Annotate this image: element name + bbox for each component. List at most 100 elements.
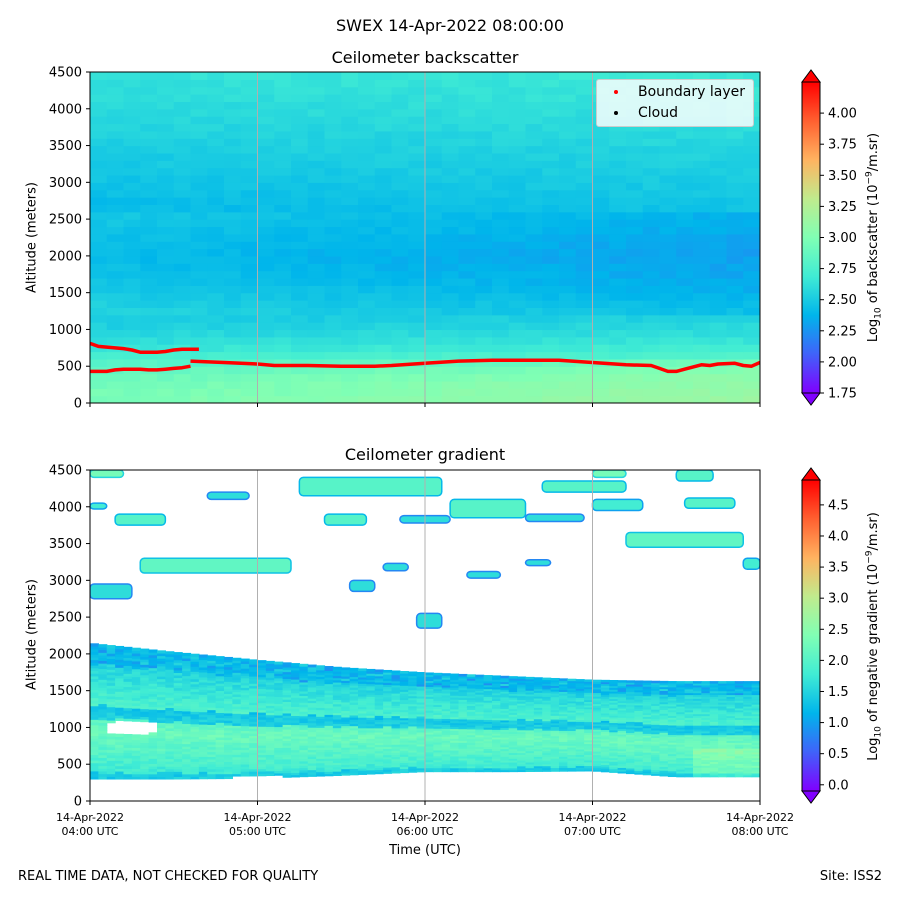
backscatter-cell bbox=[458, 329, 476, 338]
gradient-cell bbox=[131, 739, 141, 743]
gradient-cell bbox=[374, 721, 384, 725]
gradient-cell bbox=[399, 756, 409, 759]
gradient-cell bbox=[349, 693, 359, 697]
backscatter-cell bbox=[441, 145, 460, 154]
gradient-cell bbox=[575, 701, 585, 704]
backscatter-cell bbox=[173, 123, 192, 132]
gradient-cell bbox=[433, 738, 443, 741]
gradient-cell bbox=[441, 679, 451, 682]
gradient-cell bbox=[257, 664, 267, 668]
gradient-cell bbox=[600, 690, 610, 694]
gradient-cell bbox=[458, 752, 468, 755]
backscatter-cell bbox=[207, 189, 225, 198]
gradient-cell bbox=[609, 685, 619, 688]
backscatter-cell bbox=[575, 344, 594, 353]
gradient-cell bbox=[106, 709, 116, 713]
backscatter-cell bbox=[458, 94, 476, 103]
gradient-cell bbox=[617, 728, 627, 731]
gradient-cell bbox=[441, 726, 451, 729]
gradient-cell bbox=[240, 766, 250, 770]
gradient-cell bbox=[592, 754, 602, 758]
gradient-cell bbox=[131, 697, 141, 701]
backscatter-cell bbox=[106, 373, 125, 382]
gradient-cell bbox=[475, 732, 485, 736]
gradient-cell bbox=[533, 758, 543, 761]
backscatter-cell bbox=[609, 322, 627, 331]
backscatter-cell bbox=[140, 395, 158, 403]
gradient-cell bbox=[358, 753, 367, 756]
gradient-cell bbox=[207, 721, 217, 725]
gradient-cell bbox=[215, 692, 225, 696]
backscatter-cell bbox=[106, 152, 125, 161]
backscatter-cell bbox=[324, 226, 342, 235]
gradient-cell bbox=[391, 746, 401, 749]
gradient-cell bbox=[232, 737, 242, 741]
gradient-cell bbox=[492, 675, 501, 678]
backscatter-cell bbox=[341, 101, 359, 110]
gradient-cell bbox=[165, 651, 175, 655]
gradient-cell bbox=[90, 656, 99, 661]
gradient-cell bbox=[600, 769, 610, 773]
gradient-cell bbox=[98, 646, 108, 651]
gradient-cell bbox=[123, 704, 133, 709]
gradient-cell bbox=[517, 703, 527, 706]
backscatter-cell bbox=[374, 145, 393, 154]
gradient-cell bbox=[106, 701, 116, 705]
gradient-cell bbox=[115, 664, 125, 668]
gradient-cell bbox=[550, 759, 560, 763]
backscatter-cell bbox=[458, 204, 476, 213]
backscatter-cell bbox=[173, 101, 192, 110]
gradient-cell bbox=[165, 656, 175, 660]
gradient-cell bbox=[299, 702, 309, 706]
backscatter-cell bbox=[157, 108, 175, 117]
backscatter-cell bbox=[274, 197, 292, 205]
gradient-cell bbox=[609, 757, 619, 760]
backscatter-cell bbox=[525, 79, 543, 88]
gradient-cell bbox=[567, 678, 577, 682]
backscatter-cell bbox=[726, 189, 744, 198]
gradient-cell bbox=[106, 679, 116, 684]
backscatter-cell bbox=[408, 277, 426, 286]
gradient-cell bbox=[249, 752, 259, 756]
gradient-cell bbox=[157, 732, 166, 736]
backscatter-cell bbox=[492, 197, 510, 205]
gradient-cell bbox=[609, 694, 619, 698]
gradient-cell bbox=[592, 701, 602, 705]
backscatter-cell bbox=[458, 197, 476, 205]
gradient-cell bbox=[600, 768, 610, 771]
gradient-cell bbox=[98, 741, 108, 745]
gradient-cell bbox=[215, 658, 225, 662]
backscatter-cell bbox=[441, 174, 460, 183]
gradient-cell bbox=[148, 703, 158, 708]
backscatter-cell bbox=[709, 329, 728, 338]
gradient-cell bbox=[584, 743, 594, 746]
gradient-cell bbox=[416, 717, 426, 721]
gradient-cell bbox=[366, 685, 376, 689]
gradient-cell bbox=[492, 767, 501, 771]
gradient-cell bbox=[324, 674, 334, 678]
backscatter-cell bbox=[726, 380, 744, 389]
gradient-cell bbox=[517, 678, 527, 681]
gradient-cell bbox=[123, 749, 133, 754]
backscatter-cell bbox=[391, 277, 409, 286]
gradient-cell bbox=[609, 689, 619, 692]
gradient-cell bbox=[332, 723, 342, 727]
gradient-cell bbox=[115, 645, 125, 650]
backscatter-cell bbox=[626, 263, 644, 272]
backscatter-cell bbox=[291, 351, 309, 360]
backscatter-cell bbox=[542, 174, 560, 183]
backscatter-cell bbox=[542, 145, 560, 154]
gradient-cell bbox=[492, 765, 501, 769]
gradient-cell bbox=[90, 776, 99, 780]
gradient-cell bbox=[433, 684, 443, 688]
backscatter-cell bbox=[358, 167, 376, 176]
gradient-cell bbox=[592, 738, 602, 741]
backscatter-cell bbox=[173, 277, 192, 286]
gradient-cell bbox=[391, 738, 401, 741]
gradient-cell bbox=[148, 747, 158, 752]
gradient-cell bbox=[584, 737, 594, 741]
gradient-cell bbox=[90, 765, 99, 769]
backscatter-cell bbox=[525, 138, 543, 147]
backscatter-cell bbox=[441, 285, 460, 294]
backscatter-cell bbox=[642, 395, 661, 403]
